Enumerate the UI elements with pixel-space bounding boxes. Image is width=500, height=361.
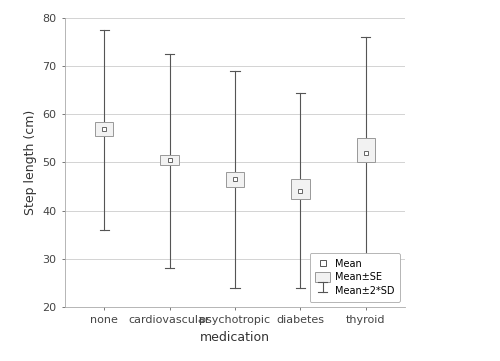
Bar	[95, 122, 114, 136]
Bar	[291, 179, 310, 199]
Legend: Mean, Mean±SE, Mean±2*SD: Mean, Mean±SE, Mean±2*SD	[310, 253, 400, 302]
Bar	[226, 172, 244, 187]
Bar	[356, 138, 375, 162]
Bar	[160, 155, 179, 165]
X-axis label: medication: medication	[200, 331, 270, 344]
Y-axis label: Step length (cm): Step length (cm)	[24, 110, 37, 215]
